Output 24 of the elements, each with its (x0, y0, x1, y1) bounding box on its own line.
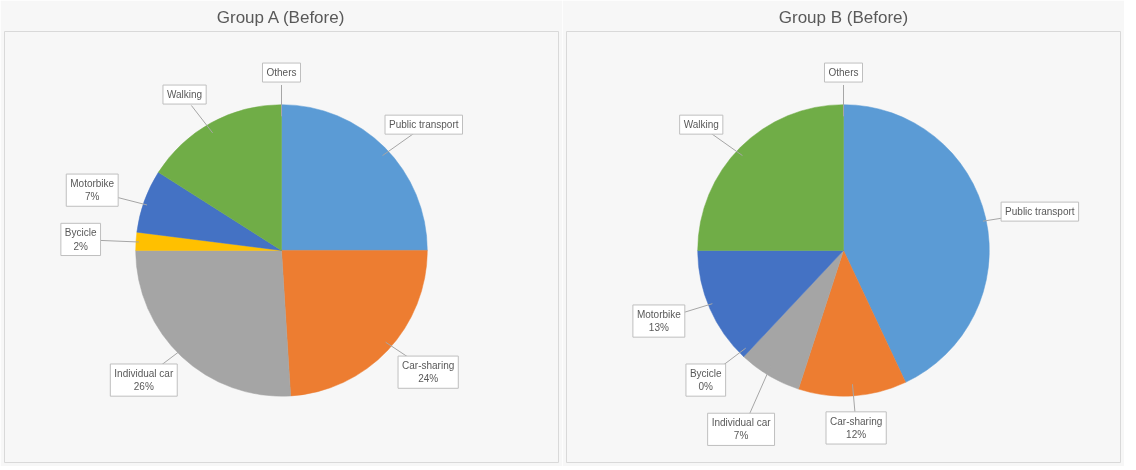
data-label: 12% (846, 429, 867, 441)
slice-label: Bycicle (64, 227, 97, 239)
data-label: 7% (84, 191, 100, 203)
data-label: 7% (733, 430, 749, 442)
slice-label: Public transport (389, 119, 459, 131)
data-label: 26% (133, 381, 154, 393)
chart-title: Group A (Before) (216, 7, 345, 27)
data-label: 2% (73, 240, 89, 252)
slice-label: Individual car (711, 417, 772, 429)
slice-label: Motorbike (70, 178, 115, 190)
slice-label: Individual car (114, 367, 174, 379)
data-label: 24% (418, 373, 439, 385)
text: 0% (698, 381, 713, 393)
slice-label: Car-sharing (402, 360, 455, 372)
data-label: 13% (648, 322, 669, 334)
chart-title: Group B (Before) (778, 7, 909, 27)
category-label: Others (828, 67, 859, 79)
slice-label: Car-sharing (830, 415, 883, 427)
legend-label: Bycicle (689, 367, 723, 379)
slice-label: Public transport (1005, 206, 1075, 218)
category-label: Others (266, 67, 297, 79)
slice-label: Walking (683, 119, 719, 131)
slice-label: Motorbike (636, 308, 682, 320)
slice-label: Walking (166, 89, 203, 101)
